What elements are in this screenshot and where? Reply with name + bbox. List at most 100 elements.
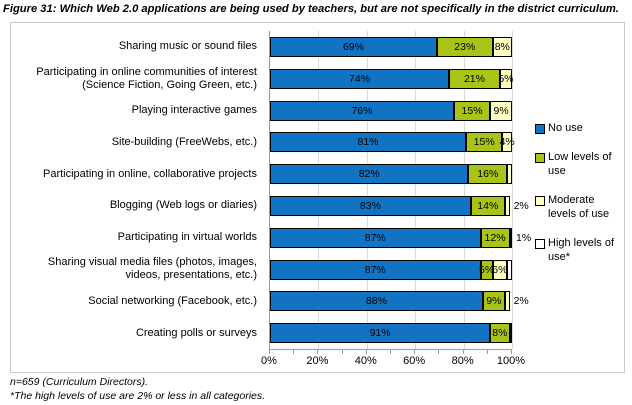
bar-value-label: 82% — [358, 168, 380, 181]
axis-tick — [438, 350, 440, 354]
bar-value-label: 16% — [477, 168, 499, 181]
gridline — [512, 31, 513, 349]
bar-segment-low: 5% — [478, 259, 495, 280]
bar-value-label: 15% — [473, 136, 495, 149]
bar-segment-low: 15% — [466, 132, 503, 153]
bar-segment-low: 8% — [490, 323, 510, 344]
bar-segment-no_use: 69% — [270, 36, 437, 57]
category-label: Sharing music or sound files — [118, 40, 257, 53]
gridline — [318, 31, 320, 349]
category-label: Site-building (FreeWebs, etc.) — [111, 135, 257, 148]
bar-segment-moderate — [504, 291, 510, 312]
bar-segment-no_use: 87% — [270, 259, 481, 280]
x-tick-label: 100% — [496, 355, 526, 367]
bar-value-label: 6% — [492, 263, 508, 276]
x-tick-label: 20% — [306, 355, 329, 367]
bar-segment-moderate: 4% — [499, 132, 515, 153]
gridline — [366, 31, 368, 349]
x-tick-label: 60% — [403, 355, 426, 367]
axis-tick — [486, 350, 488, 354]
bar-value-label: 81% — [357, 136, 379, 149]
category-label: Sharing visual media files (photos, imag… — [47, 256, 257, 282]
legend-label: High levels of use* — [548, 237, 615, 263]
bar-segment-moderate — [509, 227, 512, 248]
bar-segment-low: 15% — [453, 100, 491, 121]
bar-segment-high — [507, 259, 512, 280]
bar-segment-low: 21% — [449, 68, 500, 89]
bar-segment-moderate: 9% — [490, 100, 512, 121]
axis-tick — [462, 350, 464, 354]
bar-segment-no_use: 76% — [270, 100, 454, 121]
bar-value-label: 83% — [359, 199, 381, 212]
bar-value-label-outside: 2% — [513, 295, 529, 308]
bar-value-label: 12% — [484, 231, 506, 244]
footnote-high-levels: *The high levels of use are 2% or less i… — [10, 390, 266, 402]
bar-value-label: 23% — [454, 40, 476, 53]
legend-item-low: Low levels of use — [535, 150, 623, 178]
gridline — [415, 31, 417, 349]
legend-label: Moderate levels of use — [548, 194, 610, 220]
bar-value-label: 14% — [477, 199, 499, 212]
bar-segment-no_use: 74% — [270, 68, 450, 89]
bar-value-label: 5% — [478, 263, 495, 276]
bar-segment-moderate: 6% — [492, 259, 508, 280]
bar-value-label: 15% — [461, 104, 483, 117]
bar-value-label: 91% — [369, 327, 391, 340]
bar-segment-no_use: 88% — [270, 291, 483, 312]
bar-segment-no_use: 81% — [270, 132, 467, 153]
bar-segment-low: 9% — [482, 291, 505, 312]
bar-segment-low: 14% — [470, 195, 505, 216]
legend-item-high: High levels of use* — [535, 236, 623, 264]
axis-tick — [317, 350, 319, 354]
bar-segment-low: 16% — [468, 164, 508, 185]
legend-label: Low levels of use — [548, 151, 612, 177]
bar-value-label: 76% — [351, 104, 373, 117]
axis-tick — [293, 350, 295, 354]
category-label: Social networking (Facebook, etc.) — [88, 294, 257, 307]
category-label: Playing interactive games — [131, 103, 257, 116]
bar-value-label: 5% — [498, 72, 514, 85]
legend-label: No use — [548, 122, 583, 134]
axis-tick — [365, 350, 367, 354]
axis-tick — [341, 350, 343, 354]
bar-segment-moderate: 8% — [492, 36, 512, 57]
bar-value-label: 4% — [499, 136, 515, 149]
bar-value-label: 9% — [486, 295, 502, 308]
legend-marker-low — [535, 153, 545, 163]
chart-area: Sharing music or sound files Participatin… — [10, 22, 625, 373]
legend-item-no_use: No use — [535, 121, 623, 135]
category-label: Blogging (Web logs or diaries) — [109, 199, 257, 212]
legend-item-moderate: Moderate levels of use — [535, 193, 623, 221]
category-axis: Sharing music or sound files Participatin… — [11, 31, 263, 349]
bar-segment-no_use: 83% — [270, 195, 471, 216]
bar-value-label: 8% — [494, 40, 510, 53]
category-label: Creating polls or surveys — [135, 326, 257, 339]
legend-marker-high — [535, 239, 545, 249]
bar-segment-moderate — [507, 164, 512, 185]
category-label: Participating in online, collaborative p… — [42, 167, 257, 180]
bar-segment-no_use: 82% — [270, 164, 469, 185]
bar-segment-no_use: 87% — [270, 227, 481, 248]
legend-marker-moderate — [535, 196, 545, 206]
bar-segment-moderate: 5% — [498, 68, 514, 89]
bar-value-label-outside: 2% — [513, 199, 529, 212]
x-tick-label: 40% — [354, 355, 377, 367]
bar-value-label: 9% — [493, 104, 509, 117]
legend: No use Low levels of use Moderate levels o… — [535, 121, 623, 264]
bar-value-label: 21% — [463, 72, 485, 85]
figure-title: Figure 31: Which Web 2.0 applications ar… — [3, 3, 619, 15]
x-tick-label: 80% — [451, 355, 474, 367]
category-label: Participating in online communities of i… — [36, 65, 257, 91]
bar-value-label: 8% — [492, 327, 508, 340]
legend-marker-no_use — [535, 124, 545, 134]
x-tick-label: 0% — [261, 355, 277, 367]
bar-value-label: 88% — [365, 295, 387, 308]
footnote-sample-size: n=659 (Curriculum Directors). — [10, 376, 148, 388]
gridline — [463, 31, 465, 349]
axis-tick — [390, 350, 391, 354]
bar-value-label: 87% — [364, 263, 386, 276]
bar-segment-moderate — [504, 195, 510, 216]
plot-area: 69% 23% 8% 74% 21% 5% 76% 15% 9% 81% 15% 4% 82% 16% 83… — [269, 31, 531, 350]
axis-tick — [511, 350, 512, 354]
